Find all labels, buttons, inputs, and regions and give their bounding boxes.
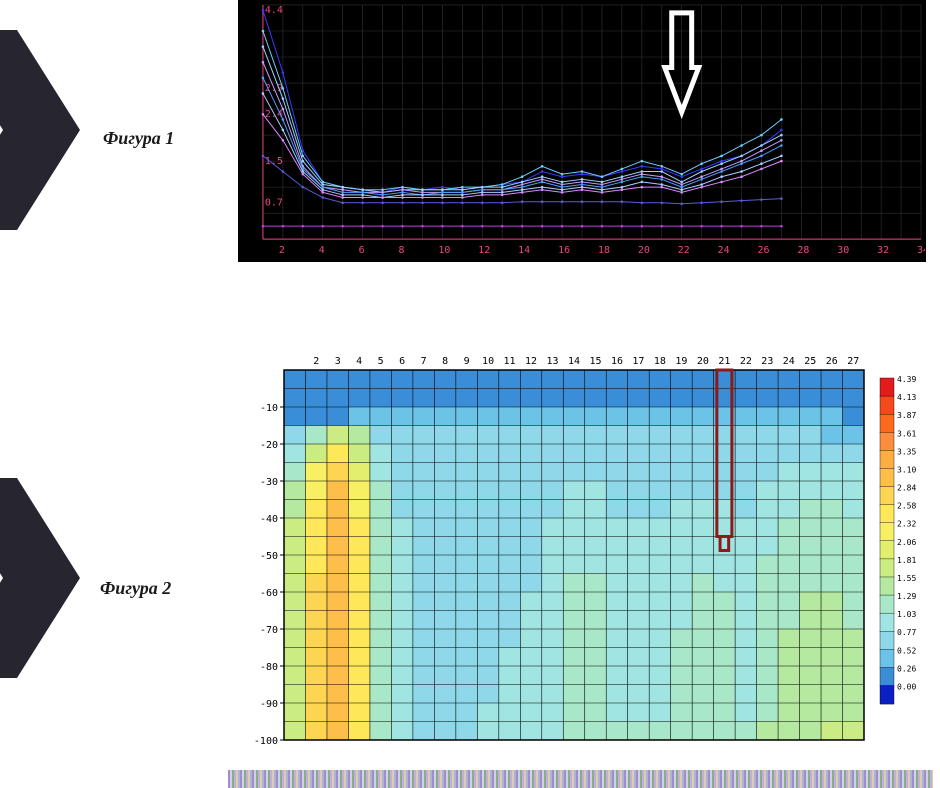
svg-text:2.84: 2.84 [897,484,916,493]
svg-text:1.29: 1.29 [897,592,916,601]
svg-text:30: 30 [837,245,849,256]
svg-text:5: 5 [378,356,384,367]
svg-text:16: 16 [611,356,623,367]
svg-text:20: 20 [697,356,709,367]
svg-text:12: 12 [478,245,490,256]
svg-text:20: 20 [638,245,650,256]
svg-text:3.35: 3.35 [897,447,916,456]
svg-text:7: 7 [421,356,427,367]
svg-text:34: 34 [917,245,926,256]
svg-text:6: 6 [399,356,405,367]
svg-text:1.81: 1.81 [897,556,916,565]
svg-text:3.10: 3.10 [897,465,916,474]
figure1-line-chart: 0.71.52.42.94.42468101214161820222426283… [238,0,926,262]
svg-text:13: 13 [546,356,558,367]
svg-text:12: 12 [525,356,537,367]
svg-text:11: 11 [504,356,516,367]
svg-text:32: 32 [877,245,889,256]
svg-text:10: 10 [438,245,450,256]
svg-text:-40: -40 [260,514,278,525]
svg-text:2: 2 [313,356,319,367]
svg-text:22: 22 [740,356,752,367]
svg-text:-90: -90 [260,699,278,710]
svg-text:25: 25 [804,356,816,367]
svg-text:4.39: 4.39 [897,375,916,384]
svg-text:19: 19 [675,356,687,367]
svg-text:6: 6 [359,245,365,256]
figure2-marker [0,478,80,678]
svg-text:0.26: 0.26 [897,664,916,673]
svg-text:-50: -50 [260,551,278,562]
svg-text:28: 28 [797,245,809,256]
svg-text:4.4: 4.4 [265,5,283,16]
svg-text:3.87: 3.87 [897,411,916,420]
svg-text:4: 4 [356,356,362,367]
svg-text:8: 8 [442,356,448,367]
svg-text:4.13: 4.13 [897,393,916,402]
svg-text:1.03: 1.03 [897,610,916,619]
figure2-heatmap: 2345678910111213141516171819202122232425… [238,350,926,750]
svg-text:2.32: 2.32 [897,520,916,529]
figure1-marker [0,30,80,230]
svg-text:24: 24 [718,245,730,256]
svg-text:-60: -60 [260,588,278,599]
svg-text:17: 17 [632,356,644,367]
svg-text:-80: -80 [260,662,278,673]
svg-text:3.61: 3.61 [897,429,916,438]
svg-text:4: 4 [319,245,325,256]
svg-text:-30: -30 [260,477,278,488]
noise-strip [228,770,933,788]
svg-text:-100: -100 [254,736,278,747]
svg-text:2.58: 2.58 [897,502,916,511]
svg-text:21: 21 [718,356,730,367]
svg-text:26: 26 [757,245,769,256]
svg-text:22: 22 [678,245,690,256]
svg-text:1.5: 1.5 [265,156,283,167]
svg-text:0.7: 0.7 [265,198,283,209]
figure2-label: Фигура 2 [100,578,171,599]
svg-text:18: 18 [654,356,666,367]
svg-text:8: 8 [399,245,405,256]
svg-text:14: 14 [568,356,580,367]
figure1-label: Фигура 1 [103,128,174,149]
svg-text:0.00: 0.00 [897,683,916,692]
svg-text:18: 18 [598,245,610,256]
svg-text:27: 27 [847,356,859,367]
svg-text:-10: -10 [260,403,278,414]
svg-text:14: 14 [518,245,530,256]
svg-text:-70: -70 [260,625,278,636]
svg-text:23: 23 [761,356,773,367]
svg-text:15: 15 [589,356,601,367]
svg-text:24: 24 [783,356,795,367]
svg-text:2: 2 [279,245,285,256]
svg-text:2.06: 2.06 [897,538,916,547]
svg-text:16: 16 [558,245,570,256]
svg-text:0.77: 0.77 [897,628,916,637]
svg-text:9: 9 [464,356,470,367]
svg-text:-20: -20 [260,440,278,451]
svg-text:1.55: 1.55 [897,574,916,583]
svg-text:10: 10 [482,356,494,367]
svg-text:3: 3 [335,356,341,367]
svg-text:0.52: 0.52 [897,646,916,655]
svg-text:26: 26 [826,356,838,367]
